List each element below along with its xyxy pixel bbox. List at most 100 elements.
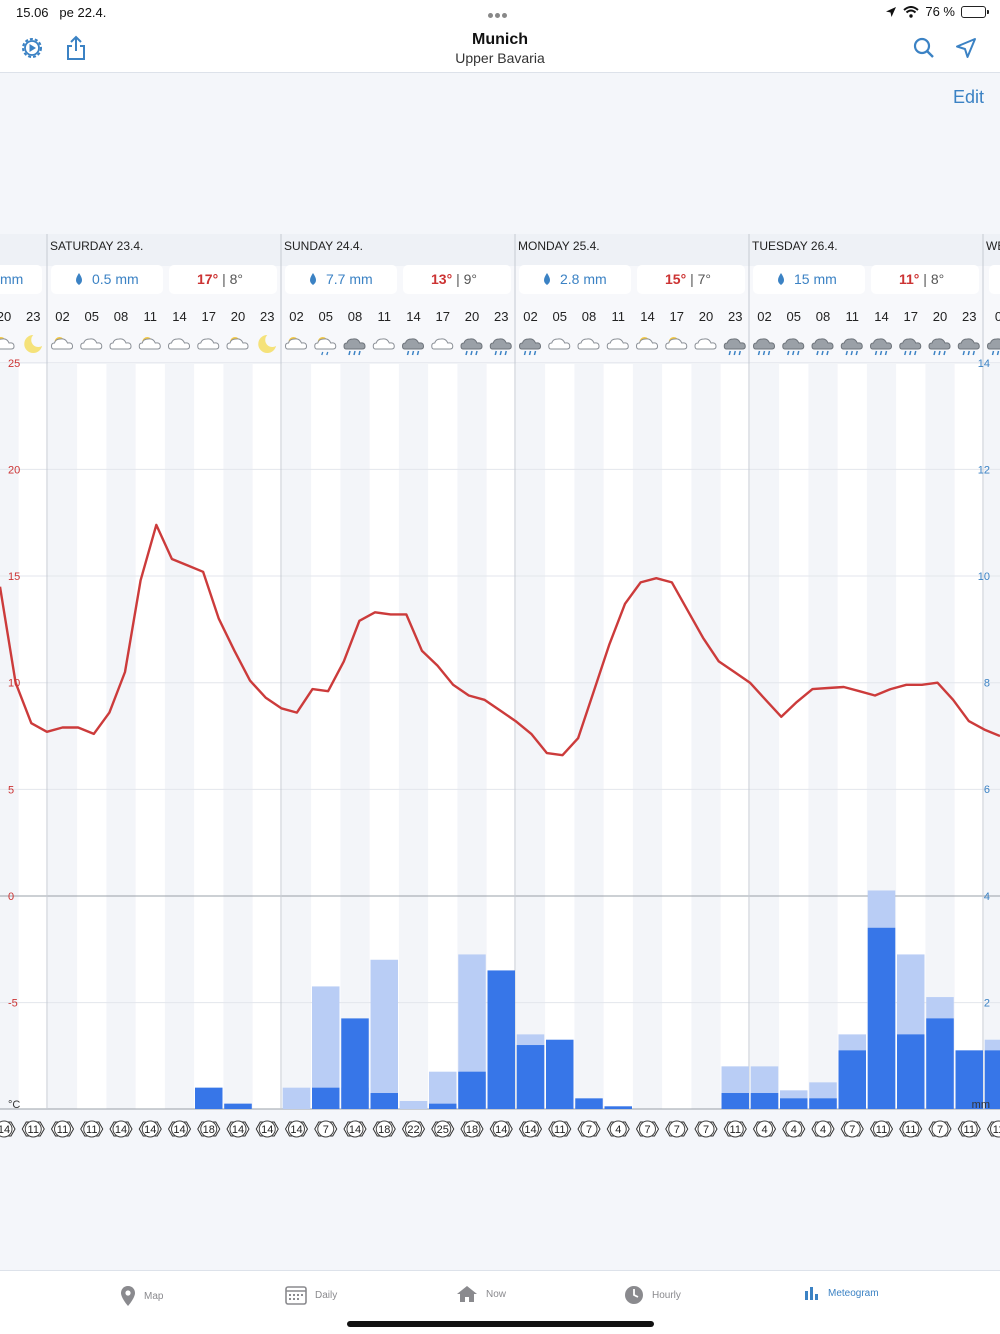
time-stripe xyxy=(106,364,136,1109)
wind-speed: 4 xyxy=(761,1124,767,1136)
tab-map-label: Map xyxy=(144,1290,164,1302)
location-arrow-icon xyxy=(886,6,897,17)
hour-label: 02 xyxy=(523,309,537,324)
status-time: 15.06 pe 22.4. xyxy=(16,5,106,20)
day-low: | 8° xyxy=(923,271,944,287)
wind-circle xyxy=(990,1120,1000,1138)
hour-label: 20 xyxy=(465,309,479,324)
rain-drops xyxy=(494,350,507,356)
precip-bar xyxy=(224,1103,252,1109)
wind-circle xyxy=(697,1120,715,1138)
share-button[interactable] xyxy=(62,34,90,62)
time-stripe xyxy=(281,364,312,1109)
day-temp-pill xyxy=(637,265,745,294)
moon-cut xyxy=(31,333,46,347)
sun-cloud-icon xyxy=(50,337,74,350)
cloud-shape xyxy=(343,338,366,350)
time-stripe xyxy=(808,364,838,1109)
rain-cloud-icon xyxy=(723,338,746,356)
precip-bar xyxy=(487,970,515,1109)
tab-now-label: Now xyxy=(486,1288,507,1300)
cloud-shape xyxy=(518,338,542,350)
search-button[interactable] xyxy=(910,34,938,62)
time-stripe xyxy=(749,364,780,1109)
hour-label: 08 xyxy=(114,309,128,324)
cloud-shape xyxy=(401,338,425,350)
rain-drops xyxy=(962,350,975,356)
wind-circle xyxy=(873,1120,890,1138)
wind-speed: 11 xyxy=(876,1124,887,1136)
precip-bar xyxy=(458,1071,486,1109)
hour-label: 17 xyxy=(904,309,918,324)
precip-axis-label: 4 xyxy=(984,891,990,903)
cloud-icon xyxy=(548,338,571,350)
home-indicator[interactable] xyxy=(347,1321,654,1327)
rain-drops xyxy=(933,350,946,356)
temp-axis-label: 25 xyxy=(8,358,20,370)
precip-bar xyxy=(809,1098,837,1109)
day-temp-pill xyxy=(169,265,277,294)
meteogram[interactable]: SATURDAY 23.4. 0.5 mm 17° | 8° SUNDAY 24.4.… xyxy=(0,234,1000,1146)
multitask-dots[interactable] xyxy=(488,6,512,18)
cloud-icon xyxy=(372,338,395,350)
cloud-icon xyxy=(167,338,191,350)
tab-map[interactable]: Map xyxy=(120,1285,163,1307)
time-stripe xyxy=(164,364,195,1109)
precip-bar xyxy=(984,1050,1000,1109)
wind-speed: 14 xyxy=(144,1124,156,1136)
cloud-icon xyxy=(109,338,132,350)
rain-cloud-icon xyxy=(782,338,805,356)
wind-speed: 7 xyxy=(937,1124,943,1136)
cloud-shape xyxy=(50,338,74,350)
precip-bar xyxy=(341,1018,369,1109)
hour-label: 17 xyxy=(202,309,216,324)
precip-axis-label: 6 xyxy=(984,784,990,796)
tab-hourly[interactable]: Hourly xyxy=(624,1285,681,1305)
battery-percent: 76 % xyxy=(925,4,955,19)
cloud-shape xyxy=(986,338,1000,350)
tab-hourly-label: Hourly xyxy=(652,1289,681,1301)
battery-icon xyxy=(961,5,989,18)
prev-day-precip-pill xyxy=(0,265,42,294)
raindrop-icon xyxy=(778,273,784,285)
hour-label: 11 xyxy=(378,309,392,324)
rain-drops xyxy=(757,350,771,356)
rain-drops xyxy=(348,350,361,356)
clock-icon xyxy=(625,1286,643,1304)
edit-button[interactable]: Edit xyxy=(952,87,984,107)
meteogram-chart: SATURDAY 23.4. 0.5 mm 17° | 8° SUNDAY 24.4.… xyxy=(0,234,1000,1138)
wind-speed: 14 xyxy=(524,1124,536,1136)
tab-daily[interactable]: Daily xyxy=(285,1285,337,1305)
calendar-icon xyxy=(285,1286,307,1305)
gear-icon xyxy=(22,38,42,58)
hour-label: 20 xyxy=(231,309,245,324)
cloud-shape xyxy=(372,338,395,350)
settings-button[interactable] xyxy=(18,34,46,62)
cloud-shape xyxy=(167,338,191,350)
tab-meteogram[interactable]: Meteogram xyxy=(804,1285,879,1301)
rain-drops xyxy=(845,350,858,356)
day-precip-total: 0.5 mm xyxy=(92,271,139,287)
cloud-shape xyxy=(109,338,132,350)
day-temp-range: 13° | 9° xyxy=(431,271,477,287)
wind-speed: 11 xyxy=(28,1124,39,1136)
wind-circle xyxy=(54,1120,71,1138)
location-title: Munich xyxy=(472,31,528,48)
rain-drops xyxy=(874,350,888,356)
locate-button[interactable] xyxy=(952,34,980,62)
hour-label: 05 xyxy=(85,309,99,324)
wind-circle xyxy=(405,1120,422,1138)
rain-cloud-icon xyxy=(401,338,425,356)
wind-speed: 11 xyxy=(57,1124,68,1136)
day-temp-pill xyxy=(871,265,979,294)
hour-label: 02 xyxy=(757,309,771,324)
wind-speed: 18 xyxy=(203,1124,215,1136)
hour-label: 17 xyxy=(436,309,450,324)
precip-bar xyxy=(867,927,896,1109)
day-label: SUNDAY 24.4. xyxy=(284,239,363,253)
tab-now[interactable]: Now xyxy=(456,1285,506,1303)
precip-axis-label: 8 xyxy=(984,678,990,690)
moon-icon xyxy=(258,333,280,353)
wind-circle xyxy=(726,1120,744,1138)
status-time-text: 15.06 xyxy=(16,5,49,20)
